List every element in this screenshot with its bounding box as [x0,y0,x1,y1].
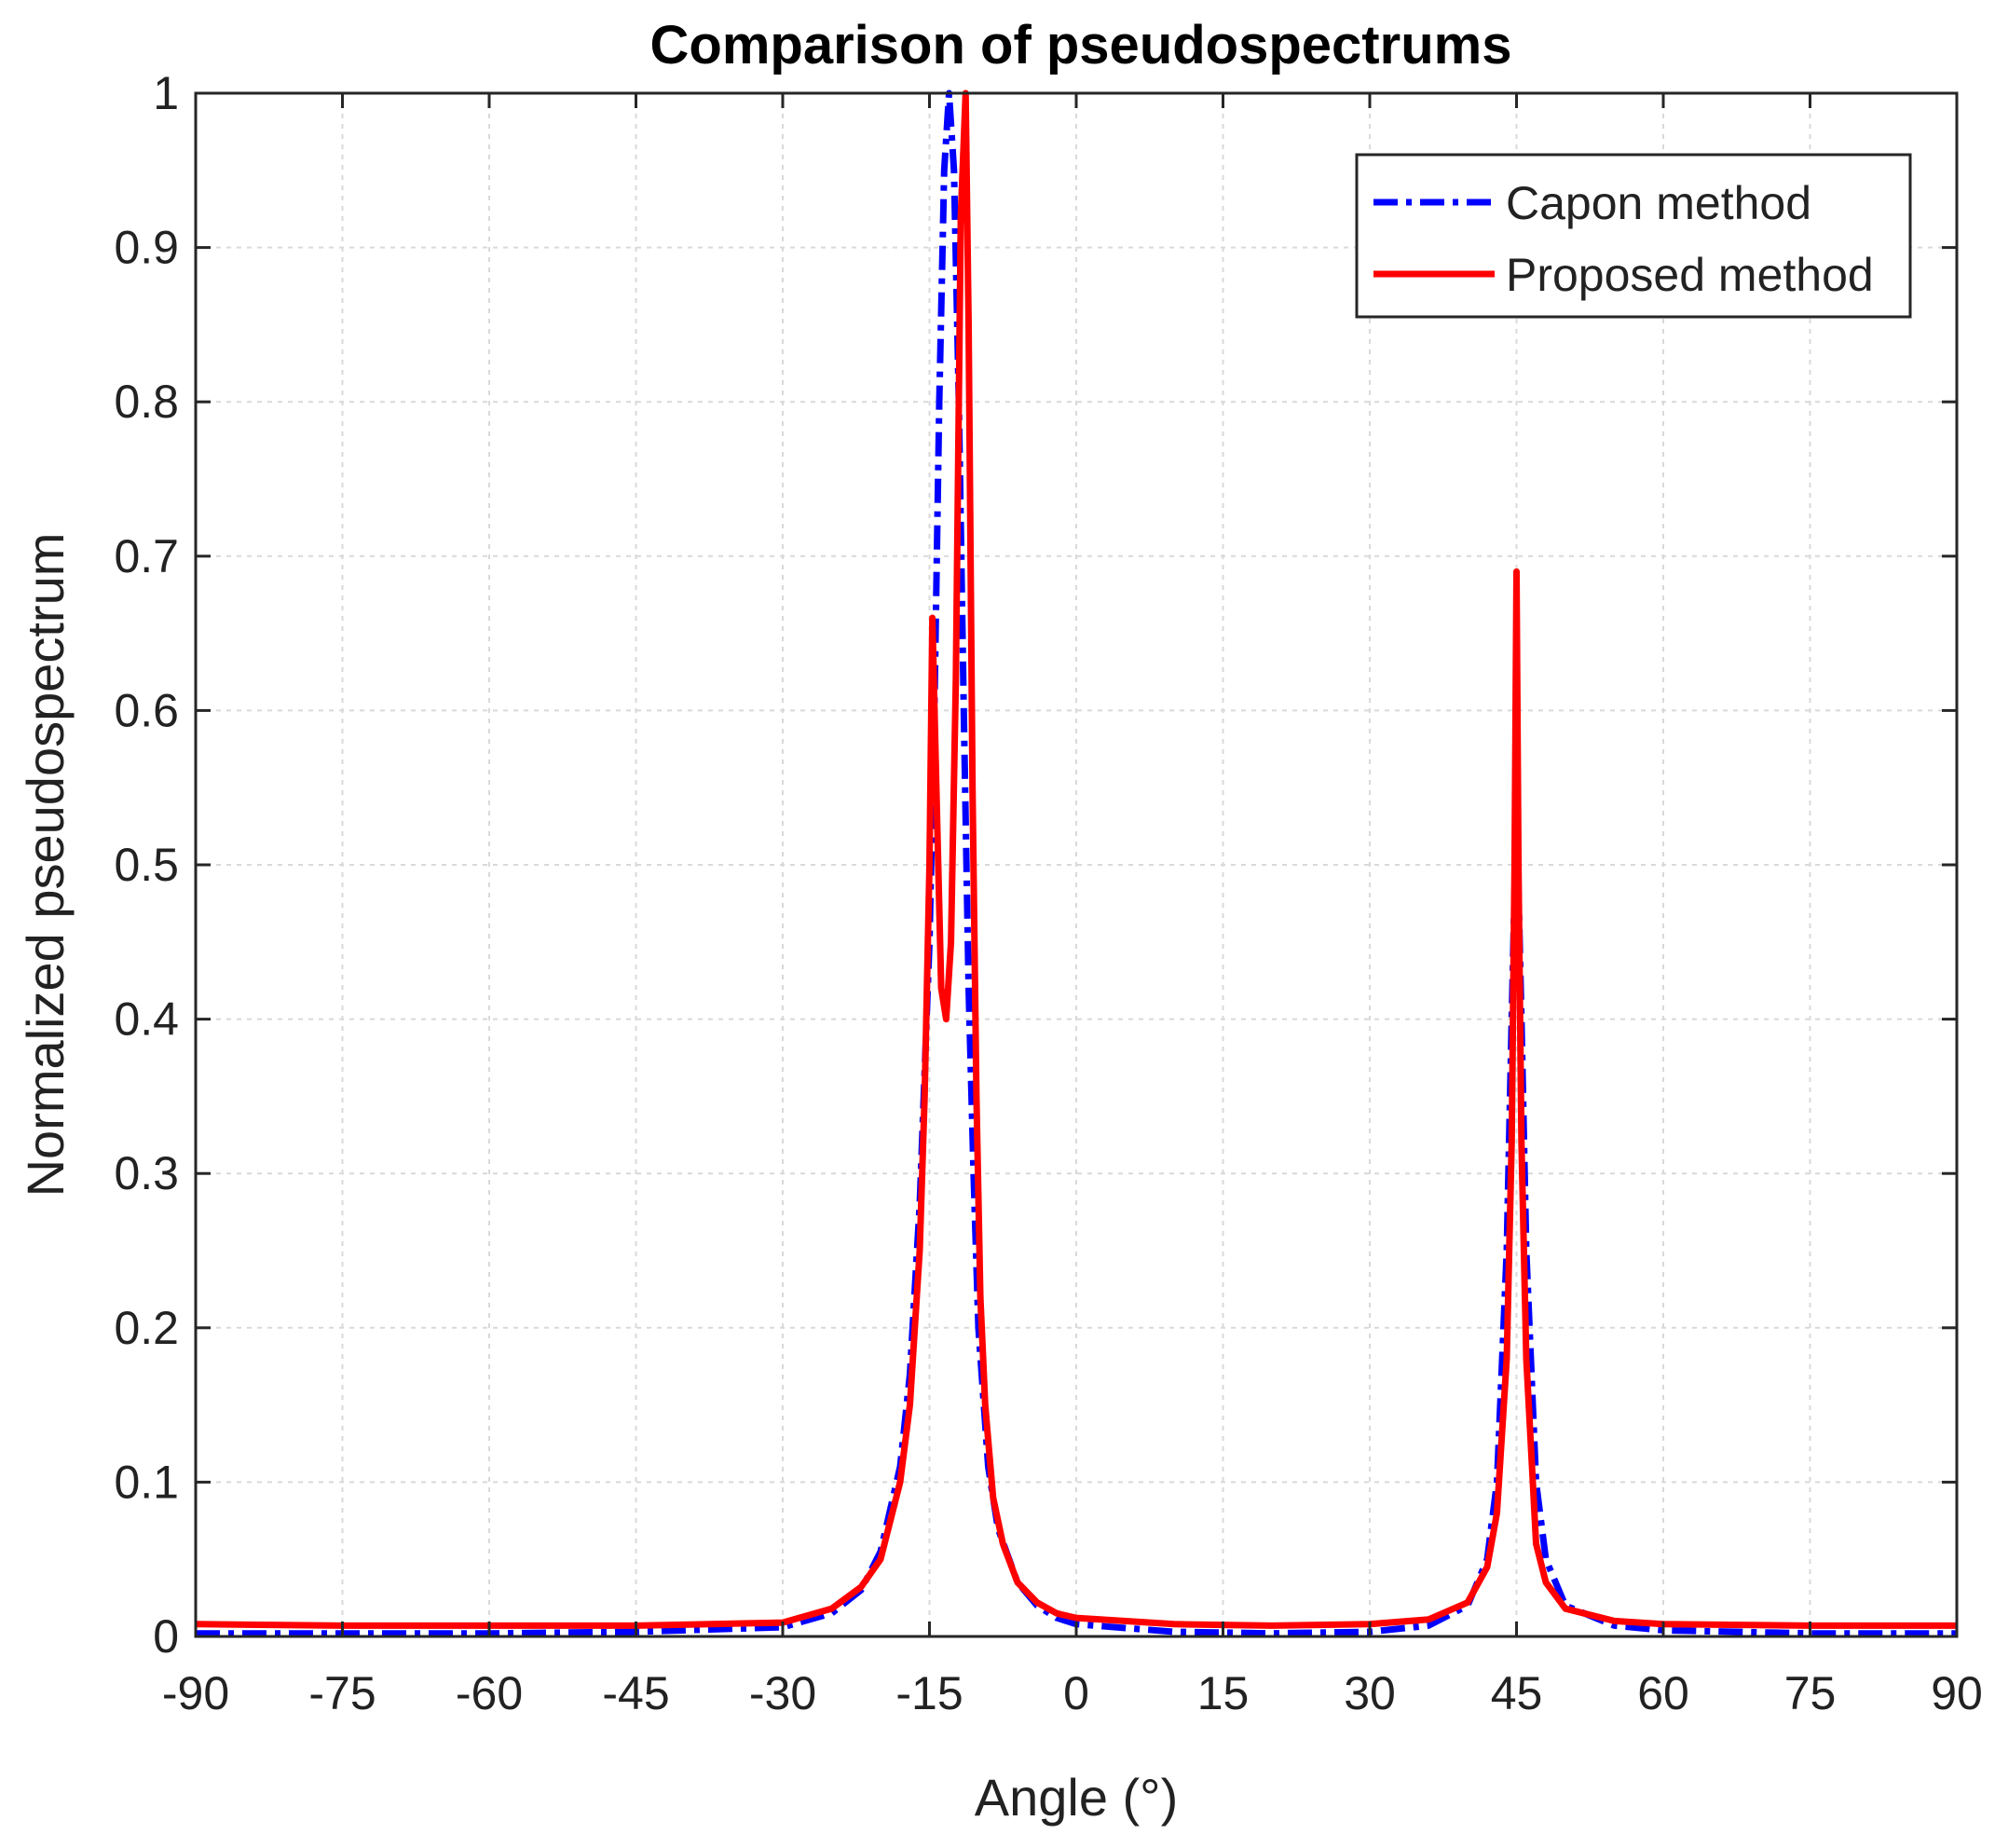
y-tick-label: 0.6 [114,684,179,736]
x-tick-label: 0 [1063,1667,1089,1719]
x-tick-label: -60 [456,1667,523,1719]
plot-title: Comparison of pseudospectrums [650,15,1512,75]
y-tick-label: 0.7 [114,530,179,582]
x-tick-label: -45 [602,1667,669,1719]
y-tick-label: 0.1 [114,1456,179,1508]
series-line-proposed [195,89,1957,1629]
y-tick-label: 1 [153,67,179,119]
y-tick-label: 0.3 [114,1147,179,1199]
x-tick-label: 90 [1931,1667,1983,1719]
y-axis-title: Normalized pseudospectrum [16,533,75,1198]
x-tick-labels: -90 -75 -60 -45 -30 -15 0 15 30 45 60 75 90 [162,1667,1983,1719]
y-tick-labels: 0 0.1 0.2 0.3 0.4 0.5 0.6 0.7 0.8 0.9 1 [114,67,179,1663]
x-tick-label: 45 [1491,1667,1543,1719]
axis-ticks [194,91,1959,1638]
legend-label-capon: Capon method [1506,177,1811,229]
x-tick-label: 30 [1344,1667,1396,1719]
y-tick-label: 0.5 [114,839,179,891]
y-tick-label: 0.2 [114,1302,179,1354]
series-layer [195,89,1957,1637]
x-tick-label: 60 [1637,1667,1689,1719]
x-tick-label: -15 [895,1667,963,1719]
y-tick-label: 0.9 [114,222,179,274]
y-tick-label: 0 [153,1610,179,1663]
legend-label-proposed: Proposed method [1506,249,1874,301]
y-tick-label: 0.8 [114,376,179,428]
x-tick-label: 15 [1197,1667,1250,1719]
y-tick-label: 0.4 [114,993,179,1046]
x-tick-label: 75 [1784,1667,1837,1719]
grid-lines [196,93,1957,1636]
x-axis-title: Angle (°) [975,1768,1178,1827]
legend: Capon method Proposed method [1355,153,1912,319]
x-tick-label: -90 [162,1667,229,1719]
legend-box [1355,153,1912,319]
x-tick-label: -30 [749,1667,816,1719]
x-tick-label: -75 [308,1667,376,1719]
